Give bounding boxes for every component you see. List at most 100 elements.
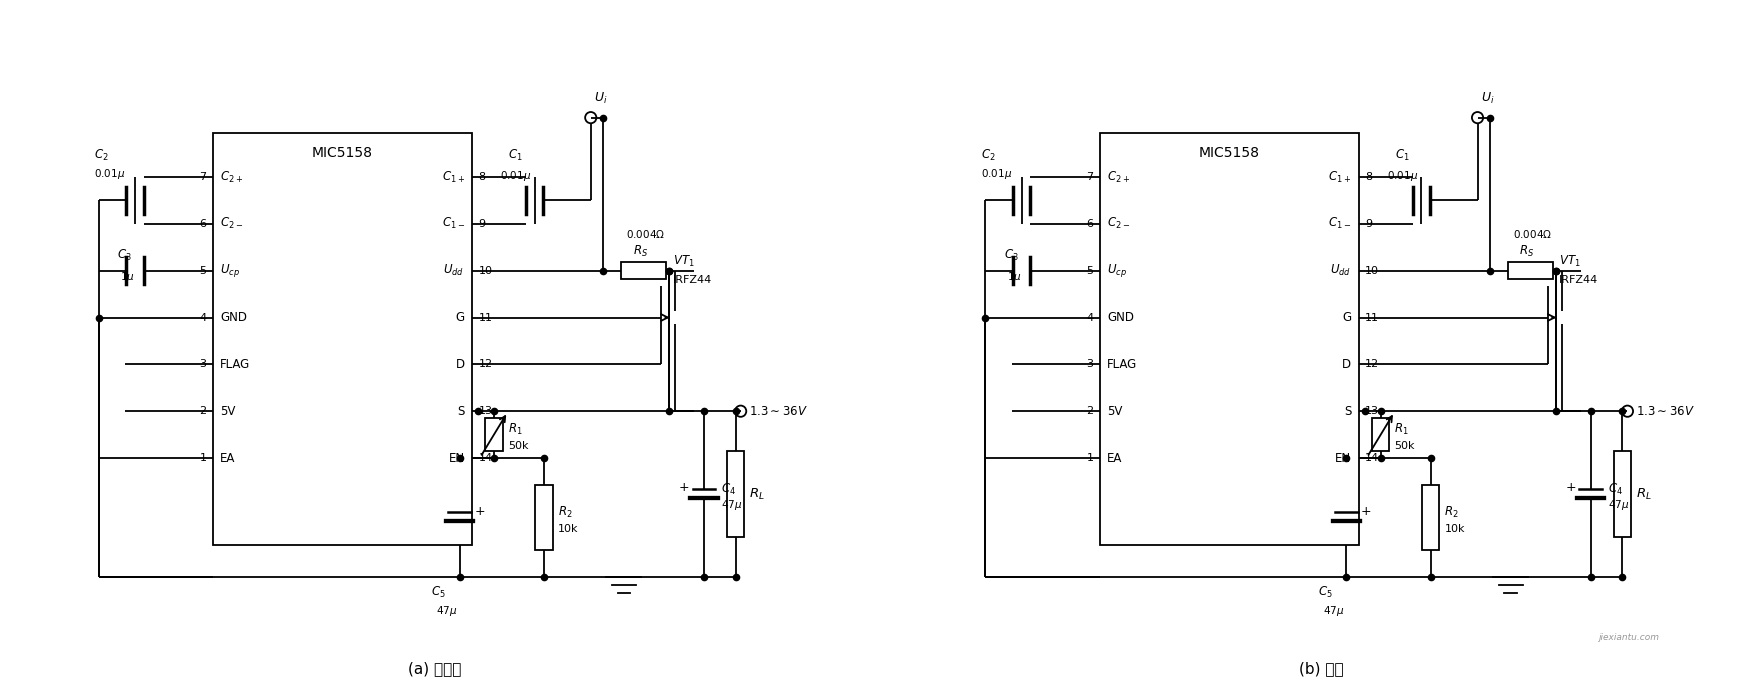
Text: IRFZ44: IRFZ44	[672, 275, 711, 285]
Text: 8: 8	[1364, 172, 1371, 182]
Text: $C_{1+}$: $C_{1+}$	[1327, 169, 1351, 185]
Text: 4: 4	[1086, 312, 1093, 323]
Text: $C_4$: $C_4$	[1608, 482, 1622, 496]
Bar	[212, 133, 472, 545]
Text: $0.01\mu$: $0.01\mu$	[95, 167, 125, 181]
Text: $47\mu$: $47\mu$	[1608, 498, 1629, 512]
Text: 1: 1	[1086, 453, 1093, 463]
Text: 6: 6	[1086, 219, 1093, 229]
Text: GND: GND	[219, 311, 247, 324]
Text: $R_S$: $R_S$	[632, 244, 648, 260]
Text: EA: EA	[219, 452, 235, 464]
Text: jiexiantu.com: jiexiantu.com	[1597, 634, 1658, 643]
Text: 6: 6	[200, 219, 207, 229]
Bar	[1508, 262, 1551, 280]
Text: 9: 9	[477, 219, 484, 229]
Bar	[1099, 133, 1358, 545]
Bar	[1422, 484, 1439, 550]
Text: $C_1$: $C_1$	[1393, 148, 1409, 162]
Text: $C_{1-}$: $C_{1-}$	[1327, 217, 1351, 231]
Text: $0.004\Omega$: $0.004\Omega$	[627, 228, 665, 240]
Text: 11: 11	[477, 312, 491, 323]
Text: 9: 9	[1364, 219, 1371, 229]
Text: 14: 14	[477, 453, 491, 463]
Text: 10k: 10k	[1444, 523, 1464, 534]
Text: $47\mu$: $47\mu$	[1322, 604, 1343, 618]
Text: $C_4$: $C_4$	[721, 482, 735, 496]
Text: $47\mu$: $47\mu$	[721, 498, 742, 512]
Text: EA: EA	[1106, 452, 1121, 464]
Text: 12: 12	[1364, 359, 1378, 369]
Text: $0.01\mu$: $0.01\mu$	[981, 167, 1011, 181]
Text: (a) 不可控: (a) 不可控	[407, 661, 462, 676]
Text: FLAG: FLAG	[219, 358, 251, 371]
Text: $VT_1$: $VT_1$	[672, 254, 693, 269]
Text: $C_2$: $C_2$	[981, 148, 995, 162]
Text: $1\mu$: $1\mu$	[1006, 270, 1021, 284]
Text: S: S	[456, 405, 465, 418]
Text: $U_{dd}$: $U_{dd}$	[1330, 263, 1351, 278]
Text: (b) 可控: (b) 可控	[1299, 661, 1343, 676]
Text: FLAG: FLAG	[1106, 358, 1137, 371]
Text: 11: 11	[1364, 312, 1378, 323]
Text: $R_2$: $R_2$	[558, 505, 572, 520]
Bar	[621, 262, 665, 280]
Text: $U_{cp}$: $U_{cp}$	[219, 262, 240, 279]
Text: $U_{cp}$: $U_{cp}$	[1106, 262, 1127, 279]
Text: MIC5158: MIC5158	[312, 146, 372, 160]
Text: 5V: 5V	[219, 405, 235, 418]
Text: $C_5$: $C_5$	[432, 585, 446, 600]
Bar	[727, 451, 744, 537]
Text: +: +	[1360, 505, 1371, 518]
Text: $R_2$: $R_2$	[1444, 505, 1458, 520]
Text: $47\mu$: $47\mu$	[435, 604, 456, 618]
Text: $C_{2+}$: $C_{2+}$	[219, 169, 244, 185]
Text: 7: 7	[200, 172, 207, 182]
Text: $C_{2+}$: $C_{2+}$	[1106, 169, 1130, 185]
Text: $R_1$: $R_1$	[507, 422, 521, 437]
Text: +: +	[677, 481, 688, 494]
Text: $C_2$: $C_2$	[95, 148, 109, 162]
Text: $R_L$: $R_L$	[749, 486, 765, 502]
Text: $R_1$: $R_1$	[1393, 422, 1408, 437]
Text: G: G	[455, 311, 465, 324]
Text: 2: 2	[200, 406, 207, 416]
Text: $0.01\mu$: $0.01\mu$	[500, 169, 532, 183]
Text: 10: 10	[1364, 266, 1378, 276]
Text: GND: GND	[1106, 311, 1134, 324]
Text: $0.01\mu$: $0.01\mu$	[1386, 169, 1418, 183]
Text: $U_{dd}$: $U_{dd}$	[444, 263, 465, 278]
Text: $C_1$: $C_1$	[507, 148, 523, 162]
Text: 50k: 50k	[507, 441, 528, 451]
Text: EN: EN	[448, 452, 465, 464]
Text: 3: 3	[1086, 359, 1093, 369]
Text: EN: EN	[1334, 452, 1351, 464]
Text: 13: 13	[477, 406, 491, 416]
Text: $C_5$: $C_5$	[1318, 585, 1332, 600]
Text: +: +	[1564, 481, 1574, 494]
Text: 5: 5	[1086, 266, 1093, 276]
Text: $C_{1-}$: $C_{1-}$	[441, 217, 465, 231]
Text: 2: 2	[1086, 406, 1093, 416]
Text: $1\mu$: $1\mu$	[119, 270, 135, 284]
Text: D: D	[455, 358, 465, 371]
Text: S: S	[1343, 405, 1351, 418]
Text: +: +	[474, 505, 484, 518]
Text: IRFZ44: IRFZ44	[1558, 275, 1597, 285]
Bar	[1613, 451, 1630, 537]
Text: $C_{2-}$: $C_{2-}$	[1106, 217, 1130, 231]
Text: D: D	[1341, 358, 1351, 371]
Text: $U_i$: $U_i$	[593, 92, 607, 106]
Text: $C_{2-}$: $C_{2-}$	[219, 217, 244, 231]
Text: 8: 8	[477, 172, 484, 182]
Text: 13: 13	[1364, 406, 1378, 416]
Text: $VT_1$: $VT_1$	[1558, 254, 1580, 269]
Text: 5V: 5V	[1106, 405, 1121, 418]
Text: $C_3$: $C_3$	[118, 248, 132, 262]
Text: 4: 4	[200, 312, 207, 323]
Text: $U_i$: $U_i$	[1479, 92, 1494, 106]
Text: G: G	[1341, 311, 1351, 324]
Bar	[1371, 418, 1388, 451]
Text: 14: 14	[1364, 453, 1378, 463]
Text: $0.004\Omega$: $0.004\Omega$	[1513, 228, 1551, 240]
